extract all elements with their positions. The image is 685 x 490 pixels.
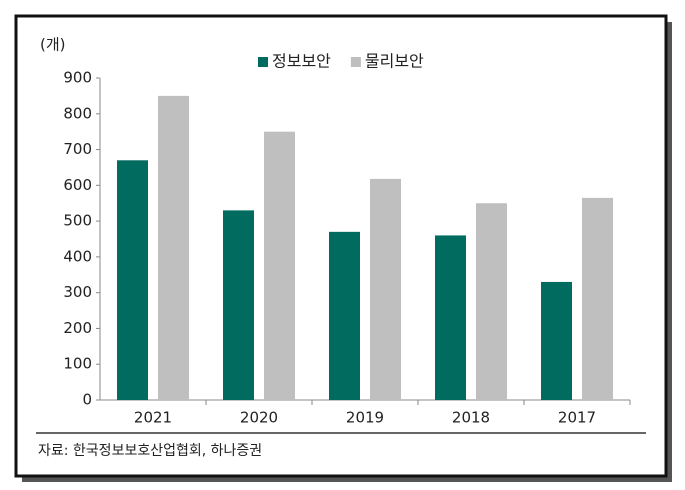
y-tick-label: 400 [63,247,92,265]
legend-label: 물리보안 [365,52,424,71]
x-tick-label: 2021 [134,409,172,427]
legend-swatch [350,57,361,67]
y-tick-label: 900 [63,69,92,87]
bar [582,197,613,400]
bar [158,95,189,400]
bar [541,281,572,400]
y-axis-label: (개) [40,36,66,54]
bar [370,178,401,400]
bar [435,235,466,400]
legend-label: 정보보안 [272,52,331,71]
bar [329,231,360,400]
y-tick-label: 100 [63,355,92,373]
bar [117,160,148,400]
bar [264,131,295,400]
y-tick-label: 800 [63,104,92,122]
y-tick-label: 0 [82,391,92,409]
bar [476,203,507,400]
y-tick-label: 700 [63,140,92,158]
x-tick-label: 2019 [346,409,384,427]
bar [223,210,254,400]
x-tick-label: 2018 [452,409,490,427]
y-tick-label: 600 [63,176,92,194]
legend-swatch [258,57,268,67]
y-tick-label: 300 [63,283,92,301]
y-tick-label: 500 [63,212,92,230]
source: 자료: 한국정보보호산업협회, 하나증권 [38,443,262,459]
x-tick-label: 2017 [558,409,596,427]
x-tick-label: 2020 [240,409,278,427]
y-tick-label: 200 [63,319,92,337]
